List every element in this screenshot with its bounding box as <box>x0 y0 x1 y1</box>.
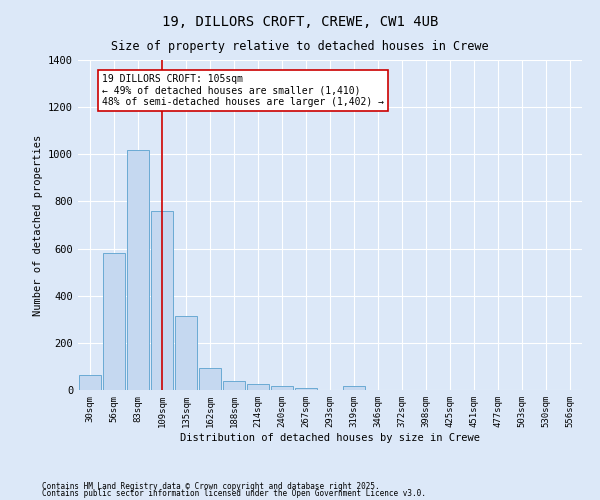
Bar <box>175 316 197 390</box>
Text: Contains HM Land Registry data © Crown copyright and database right 2025.: Contains HM Land Registry data © Crown c… <box>42 482 380 491</box>
Y-axis label: Number of detached properties: Number of detached properties <box>32 134 43 316</box>
Bar <box>295 388 317 390</box>
Bar <box>151 211 173 390</box>
Text: 19 DILLORS CROFT: 105sqm
← 49% of detached houses are smaller (1,410)
48% of sem: 19 DILLORS CROFT: 105sqm ← 49% of detach… <box>102 74 384 108</box>
Text: Size of property relative to detached houses in Crewe: Size of property relative to detached ho… <box>111 40 489 53</box>
Bar <box>271 386 293 390</box>
X-axis label: Distribution of detached houses by size in Crewe: Distribution of detached houses by size … <box>180 432 480 442</box>
Bar <box>223 380 245 390</box>
Bar <box>343 386 365 390</box>
Text: 19, DILLORS CROFT, CREWE, CW1 4UB: 19, DILLORS CROFT, CREWE, CW1 4UB <box>162 15 438 29</box>
Bar <box>127 150 149 390</box>
Bar <box>199 368 221 390</box>
Bar <box>247 384 269 390</box>
Bar <box>79 374 101 390</box>
Text: Contains public sector information licensed under the Open Government Licence v3: Contains public sector information licen… <box>42 490 426 498</box>
Bar <box>103 254 125 390</box>
